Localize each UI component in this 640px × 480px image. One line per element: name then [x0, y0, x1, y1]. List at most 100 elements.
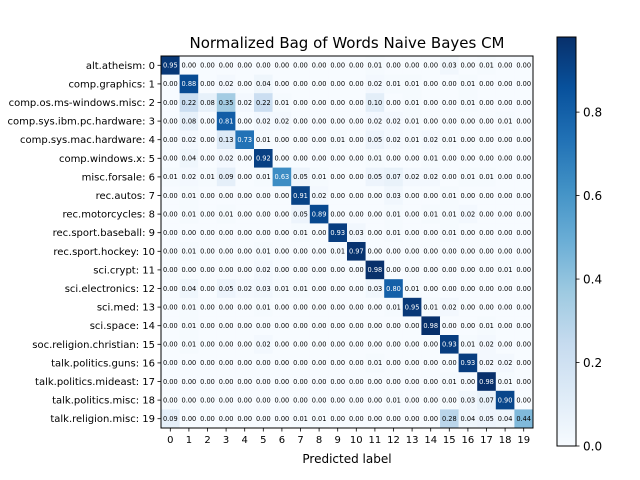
cell-value-label: 0.00: [479, 80, 494, 88]
heatmap-cell: [402, 204, 422, 224]
heatmap-cell: [216, 409, 236, 429]
heatmap-cell: [216, 335, 236, 354]
cell-value-label: 0.00: [219, 341, 234, 349]
cell-value-label: 0.01: [182, 341, 197, 349]
heatmap-cell: [179, 111, 199, 131]
cell-value-label: 0.00: [461, 229, 476, 237]
cell-value-label: 0.00: [498, 210, 513, 218]
cell-value-label: 0.00: [405, 155, 420, 163]
cell-value-label: 0.00: [237, 378, 252, 386]
heatmap-cell: [179, 74, 199, 94]
cell-value-label: 0.97: [349, 248, 364, 256]
plot-frame: [160, 55, 534, 429]
cell-value-label: 0.04: [256, 80, 271, 88]
cell-value-label: 0.00: [423, 229, 438, 237]
cell-value-label: 0.01: [405, 285, 420, 293]
cell-value-label: 0.00: [349, 173, 364, 181]
cell-value-label: 0.00: [293, 117, 308, 125]
y-tick-label: rec.sport.hockey: 10: [53, 247, 155, 258]
cell-value-label: 0.00: [423, 62, 438, 70]
heatmap-cell: [198, 242, 218, 261]
heatmap-cell: [198, 149, 218, 168]
cell-value-label: 0.00: [405, 192, 420, 200]
heatmap-cell: [384, 56, 404, 75]
heatmap-cell: [309, 186, 329, 206]
heatmap-cell: [216, 167, 236, 187]
heatmap-cell: [179, 260, 199, 280]
cell-value-label: 0.00: [349, 322, 364, 330]
cell-value-label: 0.02: [182, 136, 197, 144]
cell-value-label: 0.00: [237, 62, 252, 70]
cell-value-label: 0.00: [330, 62, 345, 70]
heatmap-cell: [495, 279, 515, 299]
heatmap-cell: [384, 186, 404, 206]
cell-value-label: 0.00: [163, 303, 178, 311]
cell-value-label: 0.00: [200, 229, 215, 237]
heatmap-cell: [309, 111, 329, 131]
heatmap-cell: [514, 74, 534, 94]
cell-value-label: 0.00: [386, 322, 401, 330]
cell-value-label: 0.00: [516, 155, 531, 163]
cell-value-label: 0.00: [405, 229, 420, 237]
cell-value-label: 0.00: [349, 99, 364, 107]
cell-value-label: 0.07: [479, 396, 494, 404]
cell-value-label: 0.00: [349, 303, 364, 311]
cell-value-label: 0.00: [293, 136, 308, 144]
heatmap-cell: [365, 56, 385, 75]
heatmap-cell: [254, 186, 273, 206]
cell-value-label: 0.00: [312, 378, 327, 386]
heatmap-cell: [495, 130, 515, 150]
cell-value-label: 0.02: [237, 99, 252, 107]
cell-value-label: 0.00: [275, 80, 290, 88]
heatmap-cell: [161, 335, 180, 354]
cell-value-label: 0.00: [312, 155, 327, 163]
heatmap-cell: [347, 130, 366, 150]
heatmap-cell: [347, 316, 366, 336]
heatmap-cell: [440, 316, 459, 336]
cell-value-label: 0.02: [368, 80, 383, 88]
cell-value-label: 0.00: [498, 285, 513, 293]
heatmap-cell: [477, 335, 497, 354]
heatmap-cell: [272, 56, 292, 75]
heatmap-cell: [328, 93, 348, 113]
heatmap-cell: [458, 260, 478, 280]
heatmap-cell: [365, 130, 385, 150]
cell-value-label: 0.02: [498, 359, 513, 367]
heatmap-cell: [272, 297, 292, 317]
cell-value-label: 0.00: [293, 322, 308, 330]
heatmap-cell: [477, 316, 497, 336]
heatmap-cell: [477, 372, 497, 392]
heatmap-cell: [402, 353, 422, 373]
heatmap-cell: [328, 130, 348, 150]
heatmap-cell: [328, 223, 348, 243]
cell-value-label: 0.00: [405, 210, 420, 218]
cell-value-label: 0.00: [200, 266, 215, 274]
heatmap-cell: [309, 149, 329, 168]
colorbar-tick-label: 0.6: [583, 189, 602, 203]
cell-value-label: 0.01: [368, 155, 383, 163]
cell-value-label: 0.00: [330, 117, 345, 125]
cell-value-label: 0.00: [200, 322, 215, 330]
cell-value-label: 0.00: [479, 248, 494, 256]
heatmap-cell: [235, 297, 255, 317]
cell-value-label: 0.01: [256, 173, 271, 181]
heatmap-cell: [216, 316, 236, 336]
heatmap-cell: [291, 186, 311, 206]
heatmap-cell: [495, 186, 515, 206]
x-tick-label: 3: [223, 435, 229, 446]
cell-value-label: 0.00: [200, 155, 215, 163]
cell-value-label: 0.01: [182, 322, 197, 330]
heatmap-cell: [495, 390, 515, 410]
heatmap-cell: [495, 297, 515, 317]
heatmap-cell: [161, 316, 180, 336]
cell-value-label: 0.00: [200, 248, 215, 256]
cell-value-label: 0.00: [182, 266, 197, 274]
heatmap-cell: [365, 260, 385, 280]
cell-value-label: 0.00: [516, 229, 531, 237]
heatmap-cell: [384, 111, 404, 131]
x-tick-label: 4: [242, 435, 248, 446]
cell-value-label: 0.00: [219, 396, 234, 404]
heatmap-cell: [421, 223, 441, 243]
heatmap-cell: [291, 372, 311, 392]
heatmap-cell: [216, 353, 236, 373]
